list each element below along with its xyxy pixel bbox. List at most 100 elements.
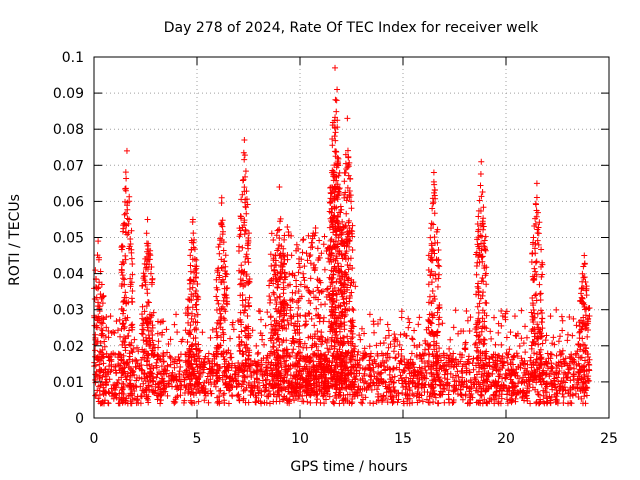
data-point (536, 281, 543, 288)
data-point (215, 300, 222, 307)
data-point (148, 383, 155, 390)
data-point (335, 302, 342, 309)
data-point (581, 347, 588, 354)
data-point (429, 287, 436, 294)
data-point (96, 361, 103, 368)
data-point (360, 352, 367, 359)
data-point (479, 315, 486, 322)
data-point (406, 319, 413, 326)
data-point (537, 360, 544, 367)
data-point (351, 348, 358, 355)
data-point (440, 382, 447, 389)
data-point (510, 369, 517, 376)
data-point (269, 385, 276, 392)
data-point (455, 360, 462, 367)
data-point (441, 371, 448, 378)
data-point (290, 346, 297, 353)
data-point (215, 317, 222, 324)
data-point (329, 136, 336, 143)
data-point (235, 393, 242, 400)
data-point (122, 397, 129, 404)
data-point (139, 282, 146, 289)
data-point (358, 391, 365, 398)
data-point (204, 373, 211, 380)
data-point (532, 268, 539, 275)
data-point (331, 215, 338, 222)
data-point (533, 201, 540, 208)
data-point (144, 286, 151, 293)
data-point (207, 387, 214, 394)
data-point (144, 248, 151, 255)
data-point (486, 355, 493, 362)
data-point (350, 381, 357, 388)
data-point (186, 346, 193, 353)
data-point (569, 391, 576, 398)
data-point (119, 369, 126, 376)
data-point (328, 382, 335, 389)
data-point (463, 308, 470, 315)
data-point (329, 290, 336, 297)
data-point (139, 303, 146, 310)
data-point (349, 233, 356, 240)
data-point (191, 353, 198, 360)
data-point (480, 204, 487, 211)
data-point (476, 319, 483, 326)
data-point (242, 226, 249, 233)
data-point (279, 300, 286, 307)
x-tick-label: 5 (193, 431, 202, 447)
data-point (112, 367, 119, 374)
data-point (220, 258, 227, 265)
data-point (356, 370, 363, 377)
data-point (437, 388, 444, 395)
data-point (559, 347, 566, 354)
data-point (121, 339, 128, 346)
data-point (91, 295, 98, 302)
data-point (479, 357, 486, 364)
data-point (262, 384, 269, 391)
data-point (476, 252, 482, 259)
data-point (447, 336, 454, 343)
data-point (218, 264, 225, 271)
data-point (339, 357, 346, 364)
data-point (333, 297, 340, 304)
data-point (161, 366, 168, 373)
data-point (349, 265, 356, 272)
data-point (333, 350, 340, 357)
data-point (176, 370, 183, 377)
data-point (131, 371, 138, 378)
data-point (480, 215, 487, 222)
data-point (179, 336, 186, 343)
data-point (140, 349, 147, 356)
data-point (191, 246, 198, 253)
data-point (244, 313, 251, 320)
data-point (220, 297, 227, 304)
data-point (121, 368, 128, 375)
data-point (137, 383, 144, 390)
data-point (411, 327, 418, 334)
data-point (119, 321, 126, 328)
data-point (523, 367, 530, 374)
data-point (224, 284, 231, 291)
data-point (293, 299, 300, 306)
data-point (163, 370, 170, 377)
data-point (100, 369, 107, 376)
data-point (141, 308, 148, 315)
data-point (320, 241, 327, 248)
data-point (532, 250, 539, 257)
data-point (118, 269, 125, 276)
data-point (270, 398, 277, 405)
data-point (349, 352, 356, 359)
data-point (304, 398, 311, 405)
data-point (317, 338, 324, 345)
data-point (278, 323, 285, 330)
data-point (485, 385, 492, 392)
data-point (245, 355, 252, 362)
data-point (338, 272, 345, 279)
data-point (122, 315, 129, 322)
data-point (537, 330, 544, 337)
data-point (334, 314, 341, 321)
data-point (475, 359, 482, 366)
data-point (458, 328, 465, 335)
data-point (530, 277, 537, 284)
data-point (126, 327, 133, 334)
